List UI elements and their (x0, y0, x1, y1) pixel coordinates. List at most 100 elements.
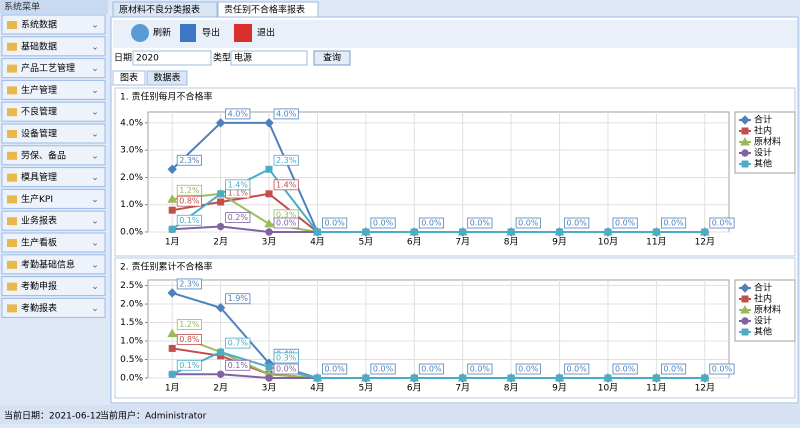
data-label: 0.0% (470, 365, 491, 374)
legend-marker (741, 328, 749, 336)
marker (556, 374, 564, 382)
menu-item-label: 生产KPI (21, 193, 53, 205)
x-tick-label: 5月 (359, 237, 374, 248)
data-label: 0.2% (228, 213, 249, 222)
data-label-box (418, 217, 445, 229)
x-tick-label: 9月 (552, 237, 567, 248)
x-tick-label: 2月 (213, 383, 228, 394)
date-select[interactable] (132, 50, 212, 66)
subtab[interactable] (112, 70, 146, 86)
menu-item-label: 考勤报表 (21, 302, 57, 314)
sidebar-header (0, 0, 108, 14)
legend-label: 合计 (754, 282, 772, 294)
data-label: 1.4% (276, 180, 297, 189)
y-tick-label: 3.0% (120, 146, 143, 156)
marker (216, 370, 225, 379)
data-label: 0.0% (421, 219, 442, 228)
menu-item[interactable] (1, 58, 106, 79)
marker (556, 228, 564, 236)
legend-marker (740, 115, 750, 125)
exit-button[interactable]: 退出 (234, 24, 275, 42)
marker (362, 228, 370, 236)
data-label-box (515, 217, 541, 229)
type-label: 类型 (213, 52, 231, 64)
menu-item[interactable] (1, 276, 106, 297)
subtab[interactable] (146, 70, 188, 86)
data-label: 2.3% (179, 156, 200, 165)
menu-item[interactable] (1, 254, 106, 275)
marker (217, 348, 225, 356)
marker (167, 194, 178, 203)
marker (604, 374, 612, 382)
menu-item[interactable] (1, 297, 106, 318)
data-label: 2.3% (179, 279, 200, 288)
menu-icon (7, 130, 17, 138)
marker (701, 374, 709, 382)
menu-item-label: 劳保、备品 (21, 149, 66, 161)
data-label: 0.0% (470, 219, 491, 228)
menu-icon (7, 195, 17, 204)
marker (265, 165, 273, 173)
marker (215, 303, 226, 313)
tab[interactable] (217, 1, 319, 18)
query-label[interactable]: 查询 (323, 52, 341, 64)
menu-item[interactable] (1, 14, 106, 35)
data-label-box (225, 293, 251, 305)
refresh-label[interactable]: 刷新 (153, 27, 171, 39)
menu-arrow: ⌄ (91, 304, 99, 314)
data-label-box (660, 217, 687, 229)
menu-icon (7, 108, 17, 117)
tab-label: 责任别不合格率报表 (224, 4, 305, 16)
data-label: 4.0% (276, 109, 297, 118)
data-label-box (467, 363, 493, 375)
menu-item[interactable] (1, 101, 106, 122)
query-button[interactable] (313, 50, 351, 66)
tab[interactable] (112, 1, 218, 18)
data-label-box (564, 363, 590, 375)
data-label-box (176, 278, 202, 290)
menu-icon (7, 42, 17, 51)
x-tick-label: 2月 (213, 237, 228, 248)
data-label: 0.0% (518, 365, 539, 374)
x-tick-label: 1月 (165, 383, 180, 394)
marker (652, 374, 660, 382)
exit-label[interactable]: 退出 (257, 27, 275, 39)
marker (168, 370, 176, 378)
subtab-label: 图表 (120, 72, 138, 84)
data-label: 1.1% (228, 189, 249, 198)
menu-arrow: ⌄ (91, 282, 99, 292)
menu-arrow: ⌄ (91, 151, 99, 161)
menu-item[interactable] (1, 79, 106, 100)
menu-item[interactable] (1, 210, 106, 231)
data-label: 1.9% (228, 294, 249, 303)
data-label: 1.4% (228, 180, 249, 189)
menu-item[interactable] (1, 188, 106, 209)
legend-marker (741, 149, 749, 157)
menu-item-label: 生产管理 (21, 84, 57, 96)
marker (313, 228, 321, 236)
data-label-box (176, 319, 202, 331)
x-tick-label: 8月 (504, 383, 519, 394)
export-button[interactable]: 导出 (180, 24, 220, 42)
data-label-box (225, 179, 251, 191)
data-label-box (176, 195, 202, 207)
menu-icon (7, 304, 17, 313)
x-tick-label: 5月 (359, 383, 374, 394)
menu-item[interactable] (1, 232, 106, 253)
menu-item[interactable] (1, 167, 106, 188)
export-label[interactable]: 导出 (202, 27, 220, 39)
marker (216, 222, 225, 231)
type-value: 电源 (234, 52, 252, 64)
menu-item[interactable] (1, 123, 106, 144)
menu-arrow: ⌄ (91, 217, 99, 227)
menu-item[interactable] (1, 36, 106, 57)
tab-label: 原材料不良分类报表 (119, 4, 200, 16)
x-tick-label: 1月 (165, 237, 180, 248)
refresh-button[interactable]: 刷新 (131, 24, 171, 42)
type-select[interactable] (230, 50, 308, 66)
menu-item-label: 设备管理 (21, 128, 57, 140)
x-tick-label: 10月 (598, 237, 618, 248)
menu-item[interactable] (1, 145, 106, 166)
series-line (171, 351, 705, 379)
data-label: 0.0% (663, 219, 684, 228)
